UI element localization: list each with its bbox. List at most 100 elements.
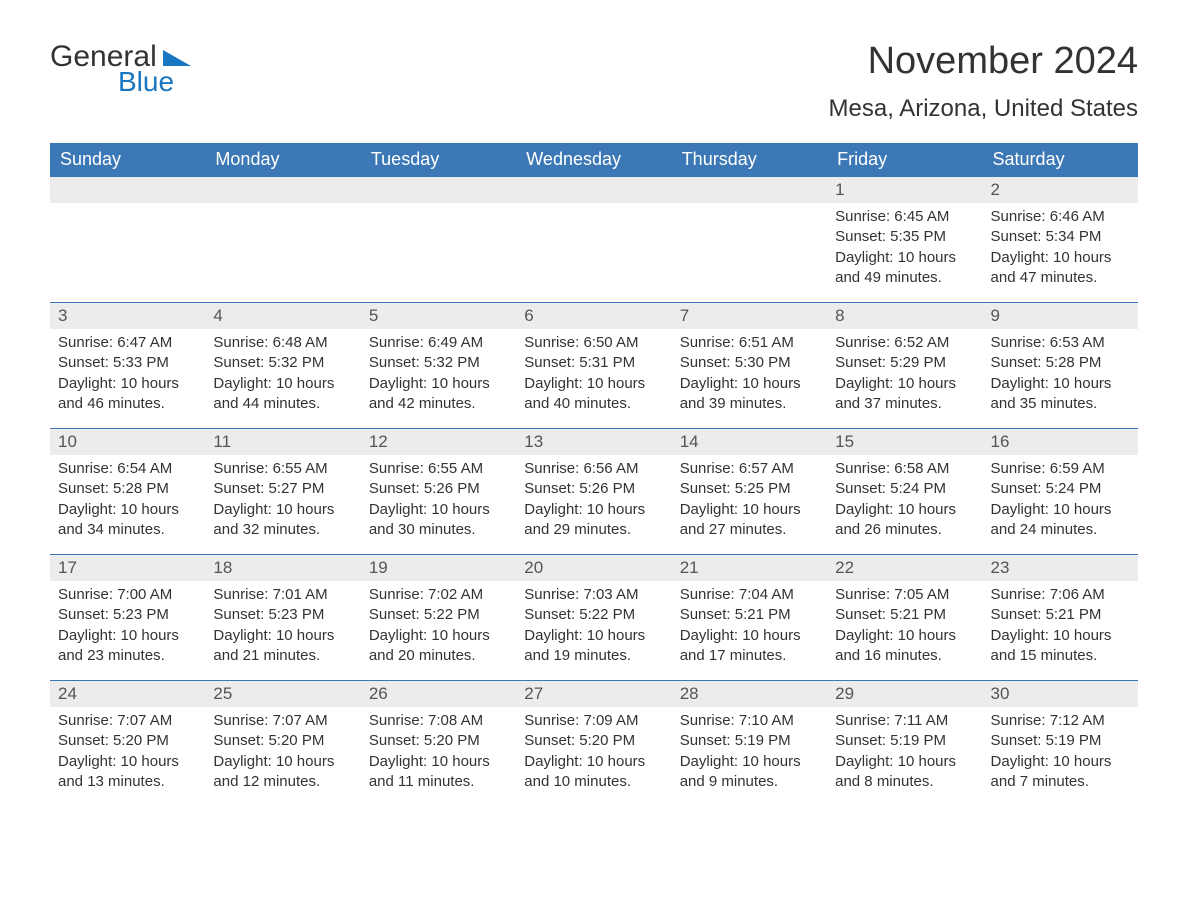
sunrise-text: Sunrise: 6:49 AM: [369, 333, 508, 353]
sunset-text: Sunset: 5:25 PM: [680, 479, 819, 499]
sunset-text: Sunset: 5:21 PM: [680, 605, 819, 625]
sunset-text: Sunset: 5:23 PM: [213, 605, 352, 625]
day-body: Sunrise: 6:50 AMSunset: 5:31 PMDaylight:…: [516, 329, 671, 422]
day-body: Sunrise: 6:58 AMSunset: 5:24 PMDaylight:…: [827, 455, 982, 548]
daylight-text: Daylight: 10 hours and 30 minutes.: [369, 500, 508, 541]
day-number: 3: [50, 303, 205, 329]
calendar-cell: 25Sunrise: 7:07 AMSunset: 5:20 PMDayligh…: [205, 681, 360, 807]
calendar-body: 1Sunrise: 6:45 AMSunset: 5:35 PMDaylight…: [50, 177, 1138, 807]
sunrise-text: Sunrise: 6:48 AM: [213, 333, 352, 353]
day-number: [361, 177, 516, 203]
day-body: Sunrise: 6:56 AMSunset: 5:26 PMDaylight:…: [516, 455, 671, 548]
sunset-text: Sunset: 5:20 PM: [213, 731, 352, 751]
calendar-cell: 11Sunrise: 6:55 AMSunset: 5:27 PMDayligh…: [205, 429, 360, 555]
daylight-text: Daylight: 10 hours and 11 minutes.: [369, 752, 508, 793]
daylight-text: Daylight: 10 hours and 37 minutes.: [835, 374, 974, 415]
sunrise-text: Sunrise: 7:02 AM: [369, 585, 508, 605]
day-body: Sunrise: 6:52 AMSunset: 5:29 PMDaylight:…: [827, 329, 982, 422]
calendar-cell: [516, 177, 671, 303]
daylight-text: Daylight: 10 hours and 15 minutes.: [991, 626, 1130, 667]
calendar-cell: 13Sunrise: 6:56 AMSunset: 5:26 PMDayligh…: [516, 429, 671, 555]
calendar-table: SundayMondayTuesdayWednesdayThursdayFrid…: [50, 143, 1138, 807]
daylight-text: Daylight: 10 hours and 8 minutes.: [835, 752, 974, 793]
calendar-cell: 4Sunrise: 6:48 AMSunset: 5:32 PMDaylight…: [205, 303, 360, 429]
day-body: [205, 203, 360, 215]
calendar-cell: 8Sunrise: 6:52 AMSunset: 5:29 PMDaylight…: [827, 303, 982, 429]
sunset-text: Sunset: 5:20 PM: [369, 731, 508, 751]
day-number: 27: [516, 681, 671, 707]
daylight-text: Daylight: 10 hours and 12 minutes.: [213, 752, 352, 793]
calendar-cell: 2Sunrise: 6:46 AMSunset: 5:34 PMDaylight…: [983, 177, 1138, 303]
sunrise-text: Sunrise: 7:00 AM: [58, 585, 197, 605]
sunset-text: Sunset: 5:33 PM: [58, 353, 197, 373]
day-body: Sunrise: 7:00 AMSunset: 5:23 PMDaylight:…: [50, 581, 205, 674]
day-header: Monday: [205, 143, 360, 177]
calendar-week: 1Sunrise: 6:45 AMSunset: 5:35 PMDaylight…: [50, 177, 1138, 303]
daylight-text: Daylight: 10 hours and 29 minutes.: [524, 500, 663, 541]
day-number: 2: [983, 177, 1138, 203]
header: General Blue November 2024 Mesa, Arizona…: [50, 40, 1138, 123]
daylight-text: Daylight: 10 hours and 34 minutes.: [58, 500, 197, 541]
day-body: [50, 203, 205, 215]
sunset-text: Sunset: 5:27 PM: [213, 479, 352, 499]
calendar-cell: [361, 177, 516, 303]
day-header: Thursday: [672, 143, 827, 177]
day-number: 30: [983, 681, 1138, 707]
calendar-cell: 14Sunrise: 6:57 AMSunset: 5:25 PMDayligh…: [672, 429, 827, 555]
triangle-icon: [163, 50, 191, 66]
day-body: Sunrise: 6:51 AMSunset: 5:30 PMDaylight:…: [672, 329, 827, 422]
sunset-text: Sunset: 5:19 PM: [680, 731, 819, 751]
sunset-text: Sunset: 5:32 PM: [213, 353, 352, 373]
daylight-text: Daylight: 10 hours and 49 minutes.: [835, 248, 974, 289]
daylight-text: Daylight: 10 hours and 42 minutes.: [369, 374, 508, 415]
day-body: Sunrise: 6:57 AMSunset: 5:25 PMDaylight:…: [672, 455, 827, 548]
sunrise-text: Sunrise: 7:03 AM: [524, 585, 663, 605]
sunrise-text: Sunrise: 7:08 AM: [369, 711, 508, 731]
day-header: Saturday: [983, 143, 1138, 177]
calendar-week: 24Sunrise: 7:07 AMSunset: 5:20 PMDayligh…: [50, 681, 1138, 807]
daylight-text: Daylight: 10 hours and 16 minutes.: [835, 626, 974, 667]
calendar-cell: 10Sunrise: 6:54 AMSunset: 5:28 PMDayligh…: [50, 429, 205, 555]
sunset-text: Sunset: 5:21 PM: [835, 605, 974, 625]
day-number: [50, 177, 205, 203]
sunrise-text: Sunrise: 7:10 AM: [680, 711, 819, 731]
daylight-text: Daylight: 10 hours and 46 minutes.: [58, 374, 197, 415]
sunrise-text: Sunrise: 7:12 AM: [991, 711, 1130, 731]
sunrise-text: Sunrise: 7:11 AM: [835, 711, 974, 731]
calendar-cell: 24Sunrise: 7:07 AMSunset: 5:20 PMDayligh…: [50, 681, 205, 807]
sunset-text: Sunset: 5:32 PM: [369, 353, 508, 373]
sunrise-text: Sunrise: 6:46 AM: [991, 207, 1130, 227]
day-number: 6: [516, 303, 671, 329]
sunrise-text: Sunrise: 6:51 AM: [680, 333, 819, 353]
day-number: 20: [516, 555, 671, 581]
day-body: Sunrise: 7:07 AMSunset: 5:20 PMDaylight:…: [50, 707, 205, 800]
title-block: November 2024 Mesa, Arizona, United Stat…: [829, 40, 1139, 123]
sunset-text: Sunset: 5:21 PM: [991, 605, 1130, 625]
day-body: [672, 203, 827, 215]
day-number: 24: [50, 681, 205, 707]
page-title: November 2024: [829, 40, 1139, 83]
sunset-text: Sunset: 5:28 PM: [991, 353, 1130, 373]
daylight-text: Daylight: 10 hours and 27 minutes.: [680, 500, 819, 541]
calendar-cell: 12Sunrise: 6:55 AMSunset: 5:26 PMDayligh…: [361, 429, 516, 555]
day-header: Sunday: [50, 143, 205, 177]
day-number: 19: [361, 555, 516, 581]
day-number: 21: [672, 555, 827, 581]
daylight-text: Daylight: 10 hours and 21 minutes.: [213, 626, 352, 667]
day-body: Sunrise: 7:07 AMSunset: 5:20 PMDaylight:…: [205, 707, 360, 800]
calendar-cell: [672, 177, 827, 303]
daylight-text: Daylight: 10 hours and 19 minutes.: [524, 626, 663, 667]
day-number: 8: [827, 303, 982, 329]
day-body: Sunrise: 7:04 AMSunset: 5:21 PMDaylight:…: [672, 581, 827, 674]
day-number: 5: [361, 303, 516, 329]
calendar-cell: 22Sunrise: 7:05 AMSunset: 5:21 PMDayligh…: [827, 555, 982, 681]
calendar-cell: 28Sunrise: 7:10 AMSunset: 5:19 PMDayligh…: [672, 681, 827, 807]
sunset-text: Sunset: 5:22 PM: [524, 605, 663, 625]
sunrise-text: Sunrise: 6:58 AM: [835, 459, 974, 479]
sunset-text: Sunset: 5:34 PM: [991, 227, 1130, 247]
daylight-text: Daylight: 10 hours and 26 minutes.: [835, 500, 974, 541]
day-body: Sunrise: 7:03 AMSunset: 5:22 PMDaylight:…: [516, 581, 671, 674]
sunrise-text: Sunrise: 6:55 AM: [369, 459, 508, 479]
day-number: 13: [516, 429, 671, 455]
day-body: Sunrise: 6:47 AMSunset: 5:33 PMDaylight:…: [50, 329, 205, 422]
